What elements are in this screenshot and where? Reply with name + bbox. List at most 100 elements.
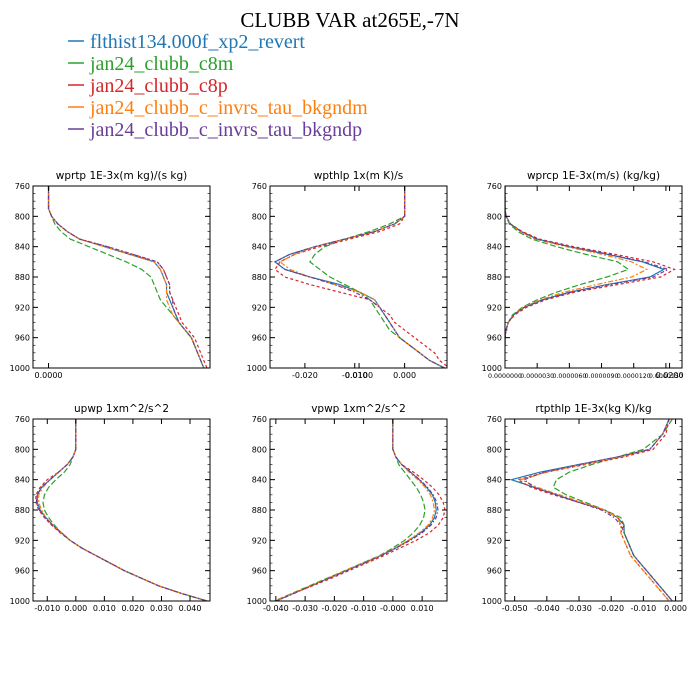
y-tick-label: 840 — [15, 476, 30, 485]
y-tick-label: 800 — [252, 212, 267, 221]
subplot: vpwp 1xm^2/s^27608008408809209601000-0.0… — [247, 403, 448, 613]
legend-label: flthist134.000f_xp2_revert — [90, 31, 305, 53]
y-tick-label: 920 — [252, 536, 267, 545]
x-tick-label: -0.010 — [342, 371, 368, 380]
x-tick-label: -0.040 — [534, 604, 560, 613]
y-tick-label: 1000 — [10, 364, 30, 373]
y-tick-label: 920 — [15, 536, 30, 545]
y-tick-label: 960 — [487, 567, 502, 576]
x-tick-label: 0.0000000 — [488, 373, 522, 380]
plot-frame — [269, 185, 448, 369]
x-tick-label: -0.040 — [263, 604, 289, 613]
y-tick-label: 800 — [487, 212, 502, 221]
y-tick-label: 800 — [15, 445, 30, 454]
x-tick-label: 0.0100 — [345, 371, 373, 380]
y-tick-label: 800 — [252, 445, 267, 454]
subplot-title: rtpthlp 1E-3x(kg K)/kg — [535, 403, 651, 415]
subplot-title: wpthlp 1x(m K)/s — [314, 170, 404, 182]
series-line — [47, 186, 205, 368]
series-line — [274, 186, 447, 367]
y-tick-label: 1000 — [247, 597, 267, 606]
series-line — [309, 186, 445, 368]
series-line — [36, 419, 208, 601]
y-tick-label: 840 — [252, 476, 267, 485]
series-line — [275, 419, 436, 601]
subplot-title: wprtp 1E-3x(m kg)/(s kg) — [56, 170, 187, 182]
subplot: rtpthlp 1E-3x(kg K)/kg 760 800 840 880 920 960… — [482, 403, 687, 613]
subplot: wpthlp 1x(m K)/s 760 800 840 880 920 960 1000 -0… — [247, 170, 448, 380]
series-line — [273, 186, 445, 368]
y-tick-label: 960 — [15, 567, 30, 576]
y-tick-label: 760 — [15, 182, 30, 191]
series-line — [38, 419, 208, 601]
series-line — [273, 186, 445, 368]
series-line — [274, 419, 426, 601]
y-tick-label: 880 — [487, 506, 502, 515]
y-tick-label: 760 — [487, 415, 502, 424]
x-tick-label: 0.0000030 — [520, 373, 554, 380]
series-line — [47, 186, 208, 368]
y-tick-label: 880 — [252, 506, 267, 515]
x-tick-label: 0.000 — [64, 604, 87, 613]
x-tick-label: -0.020 — [292, 371, 318, 380]
plot-frame — [269, 418, 448, 602]
x-tick-label: -0.030 — [566, 604, 592, 613]
x-tick-label: 0.010 — [411, 604, 434, 613]
y-tick-label: 760 — [252, 415, 267, 424]
series-line — [523, 419, 673, 601]
x-tick-label: 0.010 — [93, 604, 116, 613]
y-tick-label: 840 — [487, 476, 502, 485]
x-tick-label: -0.010 — [630, 604, 656, 613]
legend-label: jan24_clubb_c_invrs_tau_bkgndm — [89, 97, 368, 119]
x-tick-label: 0.030 — [150, 604, 173, 613]
legend-label: jan24_clubb_c8m — [89, 53, 234, 75]
series-line — [278, 186, 445, 368]
y-tick-label: 1000 — [482, 364, 502, 373]
y-tick-label: 760 — [252, 182, 267, 191]
y-tick-label: 920 — [15, 303, 30, 312]
series-line — [47, 186, 205, 368]
series-line — [42, 419, 208, 601]
x-tick-label: 0.020 — [121, 604, 144, 613]
y-tick-label: 840 — [15, 243, 30, 252]
series-line — [275, 419, 446, 601]
plot-frame — [32, 185, 211, 369]
x-tick-label: -0.020 — [321, 604, 347, 613]
y-tick-label: 880 — [487, 273, 502, 282]
x-tick-label: -0.010 — [34, 604, 60, 613]
x-tick-label: 0.0000 — [35, 371, 63, 380]
legend: flthist134.000f_xp2_revertjan24_clubb_c8… — [68, 31, 368, 141]
y-tick-label: 960 — [487, 334, 502, 343]
plot-frame — [504, 185, 683, 369]
series-line — [35, 419, 208, 601]
y-tick-label: 840 — [487, 243, 502, 252]
plot-frame — [504, 418, 683, 602]
figure-title: CLUBB VAR at265E,-7N — [240, 8, 459, 32]
x-tick-label: 0.0000150 — [649, 373, 683, 380]
subplot: wprcp 1E-3x(m/s) (kg/kg) 760 800 840 880 920 9… — [482, 170, 683, 380]
x-tick-label: 0.0200 — [656, 371, 684, 380]
x-tick-label: -0.020 — [598, 604, 624, 613]
y-tick-label: 920 — [252, 303, 267, 312]
subplot-title: wprcp 1E-3x(m/s) (kg/kg) — [527, 170, 660, 182]
legend-label: jan24_clubb_c_invrs_tau_bkgndp — [89, 119, 362, 141]
subplot-title: vpwp 1xm^2/s^2 — [311, 403, 406, 415]
y-tick-label: 800 — [487, 445, 502, 454]
series-line — [47, 186, 205, 368]
plot-frame — [32, 418, 211, 602]
y-tick-label: 960 — [252, 334, 267, 343]
legend-label: jan24_clubb_c8p — [89, 75, 228, 97]
x-tick-label: -0.010 — [351, 604, 377, 613]
x-tick-label: 0.040 — [179, 604, 202, 613]
series-line — [505, 186, 630, 346]
series-line — [275, 419, 437, 601]
y-tick-label: 960 — [15, 334, 30, 343]
x-tick-label: -0.030 — [292, 604, 318, 613]
subplot-title: upwp 1xm^2/s^2 — [74, 403, 169, 415]
y-tick-label: 880 — [15, 273, 30, 282]
subplot: wprtp 1E-3x(m kg)/(s kg) 760 800 840 880 920 9… — [10, 170, 684, 380]
y-tick-label: 1000 — [247, 364, 267, 373]
x-tick-label: 0.0000090 — [585, 373, 619, 380]
subplot: upwp 1xm^2/s^2 760 800 840 880 920 960 1000 -0.0… — [10, 403, 211, 613]
y-tick-label: 880 — [15, 506, 30, 515]
